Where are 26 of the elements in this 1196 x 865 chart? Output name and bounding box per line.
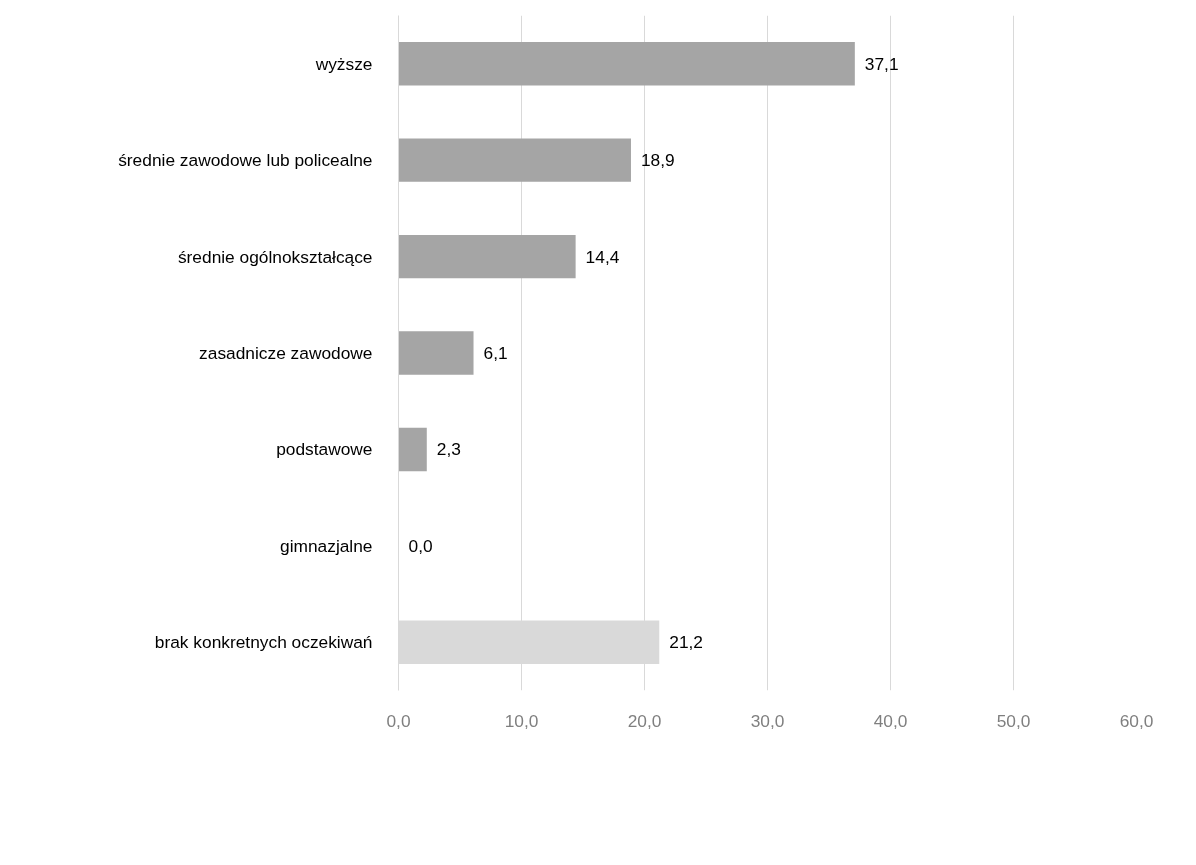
data-label: 37,1 (864, 53, 899, 74)
x-tick-label: 40,0 (873, 710, 908, 731)
y-tick-label: wyższe (314, 53, 373, 74)
bar (398, 138, 631, 182)
y-tick-label: podstawowe (276, 439, 373, 460)
y-tick-label: gimnazjalne (280, 535, 373, 556)
data-label: 0,0 (408, 535, 433, 556)
data-label: 2,3 (436, 439, 461, 460)
data-label: 6,1 (483, 343, 508, 363)
bar (398, 42, 855, 86)
bar (398, 331, 474, 375)
x-tick-label: 10,0 (504, 710, 539, 731)
y-tick-label: zasadnicze zawodowe (199, 343, 373, 363)
x-tick-label: 30,0 (750, 710, 785, 731)
data-label: 18,9 (640, 150, 675, 171)
bar (398, 234, 576, 279)
data-label: 14,4 (585, 246, 620, 267)
bar (398, 427, 427, 472)
y-tick-label: średnie ogólnokształcące (177, 246, 373, 267)
y-tick-label: brak konkretnych oczekiwań (154, 632, 373, 653)
x-tick-label: 60,0 (1119, 710, 1154, 731)
data-label: 21,2 (669, 632, 703, 653)
x-tick-label: 0,0 (386, 710, 411, 731)
y-tick-label: średnie zawodowe lub policealne (118, 150, 373, 171)
x-tick-label: 50,0 (996, 710, 1031, 731)
x-tick-label: 20,0 (627, 710, 662, 731)
